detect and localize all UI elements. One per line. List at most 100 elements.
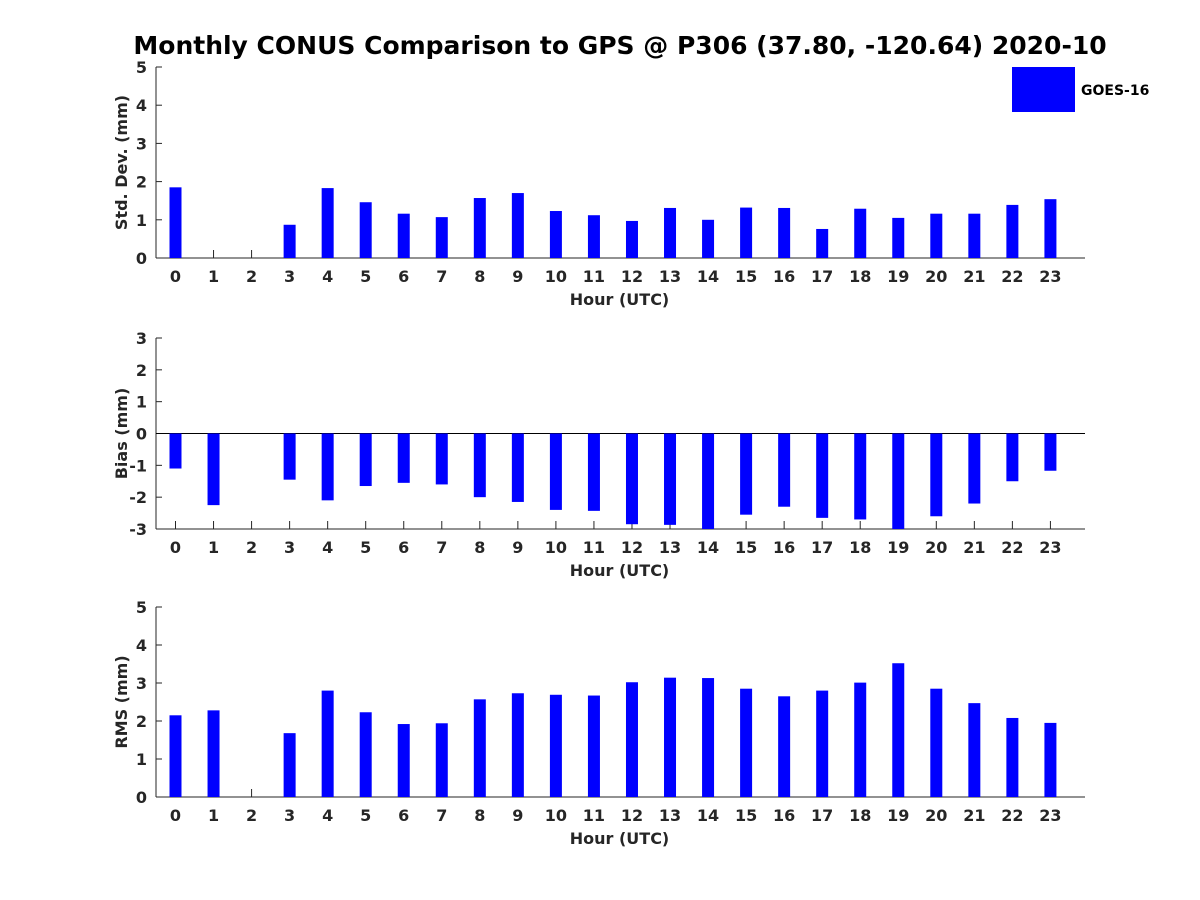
std-dev-x-tick-label: 6 — [398, 267, 409, 286]
std-dev-y-tick-label: 0 — [136, 249, 147, 268]
rms-bar-hour-10 — [549, 694, 562, 797]
rms-bar-hour-21 — [968, 703, 981, 797]
std-dev-bar-hour-18 — [854, 208, 867, 258]
rms-bar-hour-22 — [1006, 717, 1019, 797]
rms-bar-hour-13 — [664, 677, 677, 797]
bias-bar-hour-10 — [549, 433, 562, 510]
rms-bar-hour-23 — [1044, 722, 1057, 797]
std-dev-bar-hour-10 — [549, 211, 562, 258]
chart-title: Monthly CONUS Comparison to GPS @ P306 (… — [133, 31, 1106, 60]
rms-y-tick-label: 1 — [136, 750, 147, 769]
bias-y-label: Bias (mm) — [112, 388, 131, 480]
rms-bar-hour-14 — [702, 678, 715, 797]
bias-x-tick-label: 16 — [773, 538, 795, 557]
std-dev-y-tick-label: 2 — [136, 173, 147, 192]
bias-bar-hour-13 — [664, 433, 677, 525]
std-dev-x-tick-label: 17 — [811, 267, 833, 286]
bias-bar-hour-8 — [473, 433, 486, 498]
bias-bar-hour-23 — [1044, 433, 1057, 471]
std-dev-bar-hour-9 — [511, 193, 524, 258]
std-dev-x-tick-label: 3 — [284, 267, 295, 286]
rms-x-tick-label: 22 — [1001, 806, 1023, 825]
legend: GOES-16 — [1012, 67, 1149, 112]
bias-bar-hour-7 — [435, 433, 448, 485]
bias-y-tick-label: 0 — [136, 425, 147, 444]
bias-x-tick-label: 21 — [963, 538, 985, 557]
rms-y-tick-label: 0 — [136, 788, 147, 807]
std-dev-x-tick-label: 0 — [170, 267, 181, 286]
rms-bar-hour-1 — [207, 710, 220, 797]
bias-x-tick-label: 2 — [246, 538, 257, 557]
rms-x-tick-label: 9 — [512, 806, 523, 825]
std-dev-bar-hour-0 — [169, 187, 182, 258]
rms-bar-hour-5 — [359, 712, 372, 797]
rms-x-tick-label: 4 — [322, 806, 333, 825]
std-dev-x-tick-label: 10 — [545, 267, 567, 286]
std-dev-bar-hour-15 — [740, 207, 753, 258]
rms-y-tick-label: 4 — [136, 636, 147, 655]
bias-x-tick-label: 8 — [474, 538, 485, 557]
std-dev-bar-hour-23 — [1044, 199, 1057, 258]
bias-x-tick-label: 12 — [621, 538, 643, 557]
std-dev-bar-hour-5 — [359, 202, 372, 258]
rms-y-label: RMS (mm) — [112, 655, 131, 748]
std-dev-bar-hour-21 — [968, 213, 981, 258]
bias-x-tick-label: 10 — [545, 538, 567, 557]
std-dev-y-tick-label: 3 — [136, 134, 147, 153]
std-dev-y-tick-label: 5 — [136, 58, 147, 77]
rms-x-tick-label: 14 — [697, 806, 719, 825]
rms-bar-hour-17 — [816, 690, 829, 797]
std-dev-x-tick-label: 18 — [849, 267, 871, 286]
rms-x-tick-label: 18 — [849, 806, 871, 825]
rms-bar-hour-0 — [169, 715, 182, 797]
rms-x-tick-label: 0 — [170, 806, 181, 825]
std-dev-x-tick-label: 4 — [322, 267, 333, 286]
bias-x-tick-label: 23 — [1039, 538, 1061, 557]
rms-bar-hour-3 — [283, 733, 296, 797]
bias-x-tick-label: 9 — [512, 538, 523, 557]
bias-bar-hour-21 — [968, 433, 981, 504]
legend-label: GOES-16 — [1081, 83, 1149, 99]
bias-bar-hour-6 — [397, 433, 410, 483]
rms-x-tick-label: 7 — [436, 806, 447, 825]
rms-bar-hour-16 — [778, 696, 791, 797]
rms-x-tick-label: 6 — [398, 806, 409, 825]
std-dev-bar-hour-22 — [1006, 204, 1019, 258]
std-dev-x-tick-label: 9 — [512, 267, 523, 286]
std-dev-y-tick-label: 1 — [136, 211, 147, 230]
bias-bar-hour-14 — [702, 433, 715, 529]
std-dev-bar-hour-16 — [778, 207, 791, 258]
rms-x-tick-label: 8 — [474, 806, 485, 825]
rms-y-tick-label: 2 — [136, 712, 147, 731]
std-dev-x-tick-label: 22 — [1001, 267, 1023, 286]
std-dev-x-tick-label: 7 — [436, 267, 447, 286]
bias-bar-hour-11 — [587, 433, 600, 511]
bias-y-tick-label: 1 — [136, 393, 147, 412]
rms-x-tick-label: 19 — [887, 806, 909, 825]
std-dev-x-tick-label: 16 — [773, 267, 795, 286]
std-dev-x-tick-label: 15 — [735, 267, 757, 286]
bias-bar-hour-3 — [283, 433, 296, 480]
std-dev-x-tick-label: 8 — [474, 267, 485, 286]
std-dev-bar-hour-20 — [930, 213, 943, 258]
std-dev-bar-hour-12 — [625, 220, 638, 258]
bias-x-tick-label: 1 — [208, 538, 219, 557]
bias-x-tick-label: 18 — [849, 538, 871, 557]
bias-y-tick-label: -3 — [129, 520, 147, 539]
bias-bar-hour-4 — [321, 433, 334, 501]
std-dev-bar-hour-3 — [283, 224, 296, 258]
rms-bar-hour-8 — [473, 699, 486, 797]
std-dev-x-tick-label: 13 — [659, 267, 681, 286]
bias-bar-hour-12 — [625, 433, 638, 525]
rms-y-tick-label: 5 — [136, 598, 147, 617]
bias-y-tick-label: -1 — [129, 456, 147, 475]
rms-x-tick-label: 10 — [545, 806, 567, 825]
bias-x-tick-label: 15 — [735, 538, 757, 557]
bias-bar-hour-15 — [740, 433, 753, 515]
std-dev-y-tick-label: 4 — [136, 96, 147, 115]
std-dev-y-label: Std. Dev. (mm) — [112, 95, 131, 230]
rms-bar-hour-12 — [625, 682, 638, 797]
